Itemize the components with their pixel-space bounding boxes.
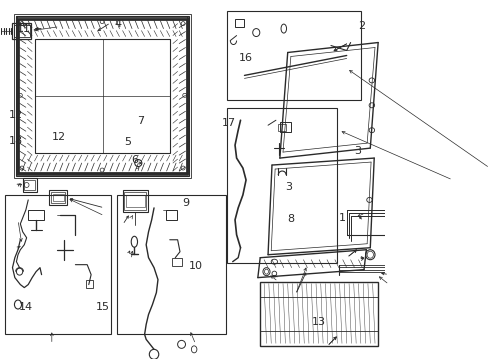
Bar	[227, 108, 337, 263]
Bar	[165, 210, 177, 220]
Bar	[172, 258, 181, 266]
Text: 17: 17	[222, 118, 235, 128]
Bar	[15, 14, 190, 177]
Bar	[53, 194, 63, 201]
Text: 3: 3	[285, 182, 292, 192]
Text: 11: 11	[17, 24, 31, 35]
Bar	[279, 122, 290, 132]
Bar	[122, 190, 147, 212]
Text: 13: 13	[311, 317, 325, 327]
Bar	[35, 39, 169, 153]
Bar	[235, 19, 244, 27]
Text: 10: 10	[188, 261, 202, 271]
Bar	[22, 178, 37, 192]
Bar	[51, 192, 65, 203]
Bar	[49, 190, 67, 205]
Text: 6: 6	[131, 155, 138, 165]
Bar	[24, 180, 35, 190]
Bar	[4, 195, 111, 334]
Bar	[13, 23, 31, 39]
Bar	[14, 24, 30, 37]
Bar	[125, 195, 144, 207]
Bar	[260, 282, 377, 346]
Text: 18: 18	[8, 136, 22, 145]
Text: 5: 5	[123, 138, 130, 147]
Text: 12: 12	[51, 132, 65, 142]
Text: 15: 15	[96, 302, 110, 312]
Bar	[17, 17, 188, 175]
Text: 8: 8	[286, 215, 294, 224]
Bar	[85, 280, 93, 288]
Text: 2: 2	[358, 21, 365, 31]
Bar	[117, 195, 225, 334]
Text: 1: 1	[338, 213, 346, 222]
Text: 16: 16	[239, 53, 253, 63]
Text: 12: 12	[9, 111, 23, 121]
Bar	[18, 19, 187, 173]
Bar	[278, 124, 285, 131]
Text: 4: 4	[114, 19, 121, 29]
Text: 3: 3	[354, 146, 361, 156]
Text: 7: 7	[137, 116, 144, 126]
Text: 9: 9	[182, 198, 189, 208]
Bar	[227, 11, 360, 100]
Text: 14: 14	[19, 302, 33, 312]
Bar	[124, 192, 146, 210]
Bar	[16, 15, 189, 176]
Bar	[28, 210, 44, 220]
